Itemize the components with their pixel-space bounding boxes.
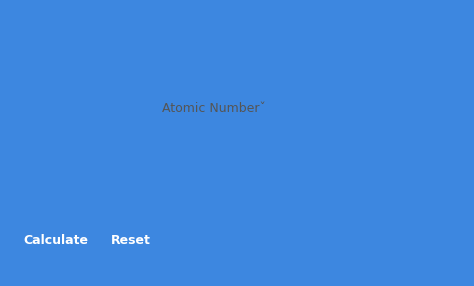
Text: Calculate: Calculate bbox=[24, 235, 89, 247]
Text: Calculate the electron configuration of all elements...: Calculate the electron configuration of … bbox=[18, 55, 410, 69]
FancyBboxPatch shape bbox=[315, 157, 435, 185]
Text: Select input type:: Select input type: bbox=[18, 104, 129, 116]
Text: Atomic Numberˇ: Atomic Numberˇ bbox=[162, 102, 266, 116]
FancyBboxPatch shape bbox=[155, 95, 265, 123]
Text: Reset: Reset bbox=[111, 235, 151, 247]
Text: Electron Configuration Calculator: Electron Configuration Calculator bbox=[87, 13, 387, 31]
Text: Enter element name or atomic number:: Enter element name or atomic number: bbox=[18, 166, 267, 178]
